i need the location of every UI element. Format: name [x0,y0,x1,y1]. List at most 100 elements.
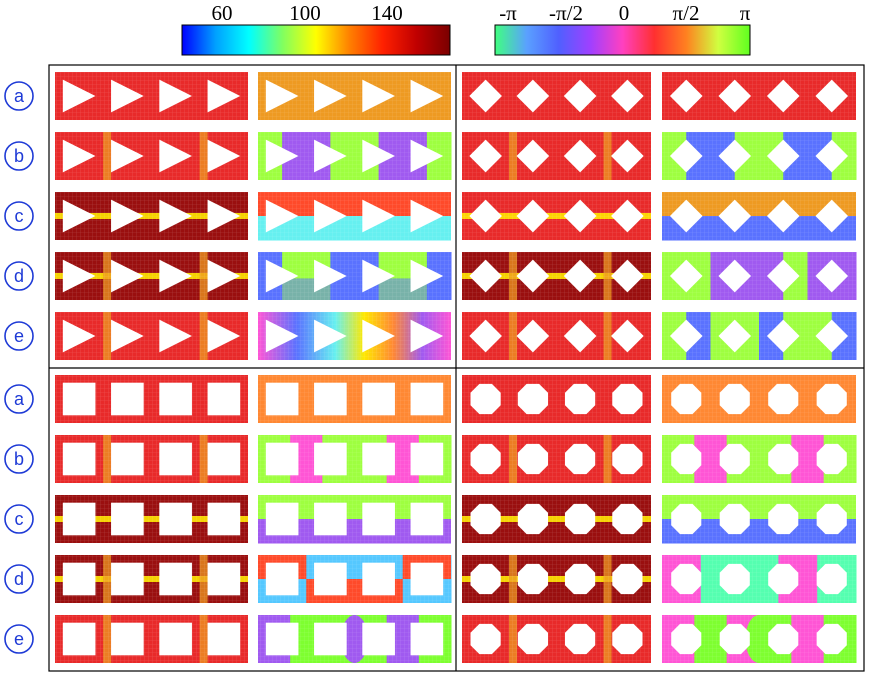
phase-tick-label: π/2 [673,1,700,25]
hole-shape [362,562,395,596]
hole-shape [565,503,596,535]
row-label-text: b [14,449,24,469]
panel [462,252,651,300]
hole-shape [766,79,800,113]
row-label-text: a [14,389,25,409]
panel [55,615,248,663]
hole-shape [314,79,347,113]
hole-shape [207,622,241,656]
hole-shape [563,319,597,353]
hole-shape [816,623,847,655]
row-label-text: c [15,206,24,226]
hole-shape [362,259,395,293]
phase-tick-label: -π/2 [549,1,583,25]
hole-shape [207,259,241,293]
hole-shape [62,199,96,233]
hole-shape [265,502,299,536]
panel [258,192,451,241]
hole-shape [768,563,799,595]
hole-shape [314,622,347,656]
hole-shape [62,622,96,656]
panel [55,312,248,360]
hole-shape [314,562,347,596]
hole-shape [159,79,192,113]
hole-shape [611,79,644,113]
hole-shape [469,319,502,353]
hole-shape [410,259,444,293]
hole-shape [563,139,597,173]
panel [258,495,451,544]
hole-shape [563,259,597,293]
row-label-circle [4,321,34,351]
row-label: b [4,444,34,474]
row-label-circle [4,624,34,654]
hole-shape [410,442,444,476]
hole-shape [111,259,144,293]
panel [55,435,248,483]
panel [258,555,452,603]
hole-shape [611,199,644,233]
hole-shape [470,563,501,595]
panel [662,192,856,241]
panel [462,312,651,360]
hole-shape [159,382,192,416]
row-label-text: e [14,326,24,346]
hole-shape [314,139,347,173]
hole-shape [111,319,144,353]
row-label-circle [4,444,34,474]
panel [662,132,857,180]
hole-shape [671,443,702,475]
colorbar-magnitude: 60 100 140 [181,1,451,56]
hole-shape [159,562,192,596]
phase-tick-label: π [740,1,751,25]
hole-shape [611,319,644,353]
panel [55,132,248,180]
hole-shape [207,502,241,536]
row-label-text: a [14,86,25,106]
hole-shape [612,623,643,655]
hole-shape [768,503,799,535]
hole-shape [563,79,597,113]
hole-shape [565,383,596,415]
hole-shape [719,503,750,535]
panel [55,192,248,240]
hole-shape [719,443,750,475]
magnitude-gradient [181,24,451,56]
hole-shape [815,259,849,293]
hole-shape [816,383,847,415]
hole-shape [314,319,347,353]
hole-shape [469,199,502,233]
row-label-circle [4,81,34,111]
magnitude-tick-label: 140 [371,1,403,25]
hole-shape [265,139,299,173]
hole-shape [362,382,395,416]
hole-shape [718,319,752,353]
hole-shape [111,562,144,596]
hole-shape [470,383,501,415]
hole-shape [207,319,241,353]
hole-shape [62,442,96,476]
magnitude-tick-label: 60 [212,1,233,25]
row-label-circle [4,384,34,414]
panel [462,375,651,423]
hole-shape [517,503,548,535]
row-label: d [4,564,34,594]
hole-shape [111,199,144,233]
hole-shape [768,443,799,475]
panel [462,555,651,603]
hole-shape [718,79,752,113]
panel [662,495,856,544]
hole-shape [469,79,502,113]
phase-tick-label: 0 [619,1,630,25]
hole-shape [62,502,96,536]
hole-shape [563,199,597,233]
panel [258,72,451,120]
hole-shape [159,139,192,173]
hole-shape [265,382,299,416]
hole-shape [815,79,849,113]
panel [662,615,857,663]
hole-shape [671,383,702,415]
panel [55,72,248,120]
hole-shape [516,259,550,293]
